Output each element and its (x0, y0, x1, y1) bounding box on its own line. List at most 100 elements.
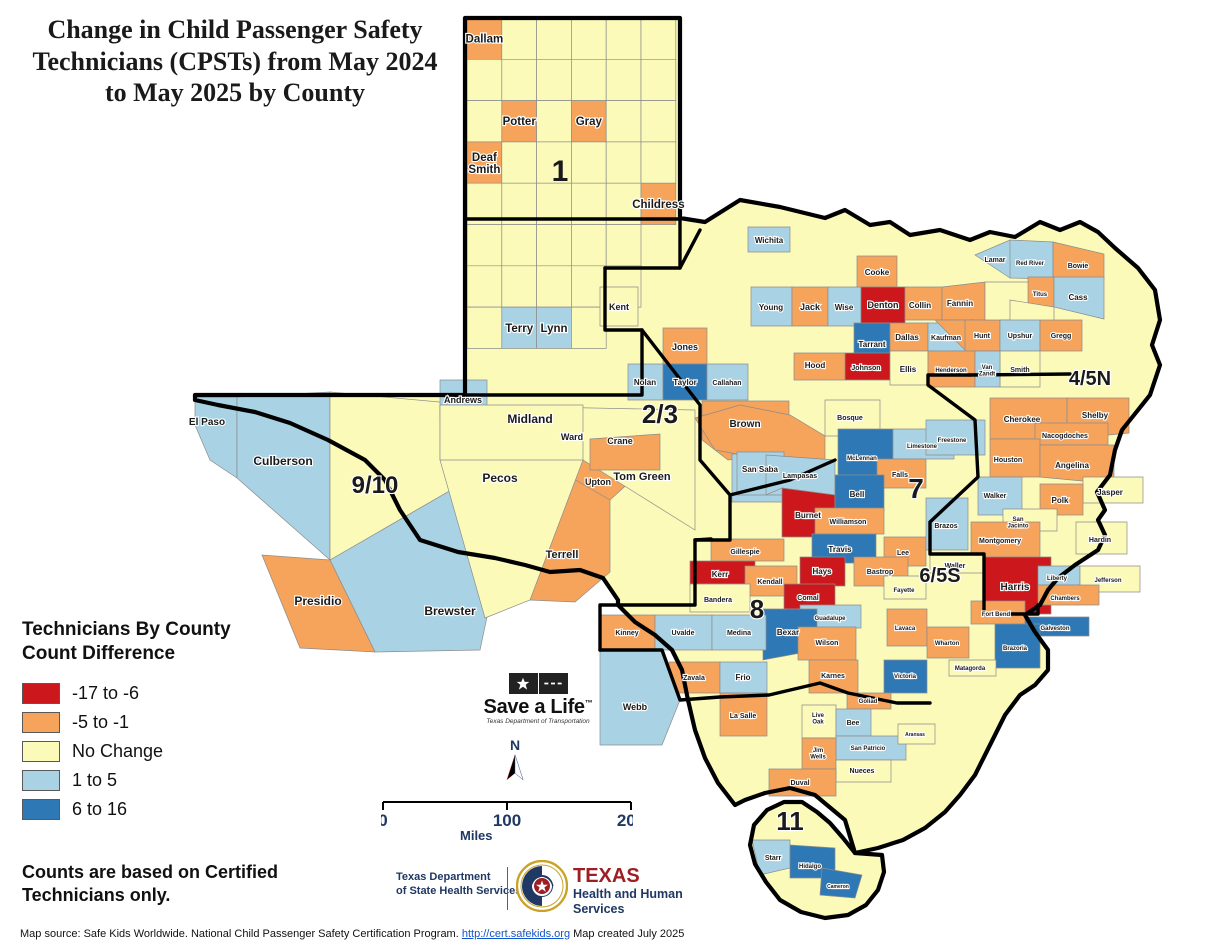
svg-text:Medina: Medina (727, 630, 751, 637)
svg-text:Wise: Wise (835, 303, 854, 312)
svg-text:Presidio: Presidio (294, 594, 341, 608)
svg-text:La Salle: La Salle (730, 713, 757, 720)
svg-text:Comal: Comal (797, 595, 818, 602)
svg-text:9/10: 9/10 (352, 472, 399, 499)
svg-text:Potter: Potter (503, 116, 537, 128)
svg-text:Cooke: Cooke (865, 268, 890, 277)
svg-text:Fort Bend: Fort Bend (982, 612, 1011, 618)
svg-text:Fayette: Fayette (893, 588, 915, 594)
svg-text:Victoria: Victoria (894, 674, 917, 680)
svg-text:Collin: Collin (909, 301, 931, 310)
svg-text:Liberty: Liberty (1047, 576, 1068, 582)
svg-text:Lamar: Lamar (984, 257, 1005, 264)
svg-text:Gregg: Gregg (1051, 333, 1072, 340)
svg-text:Brazos: Brazos (934, 523, 957, 530)
svg-text:Hood: Hood (805, 361, 826, 370)
svg-text:Bee: Bee (847, 720, 860, 727)
svg-text:Smith: Smith (1010, 367, 1029, 374)
svg-text:Nolan: Nolan (634, 378, 656, 387)
svg-text:Jack: Jack (800, 302, 821, 312)
svg-text:Terry: Terry (505, 323, 534, 335)
svg-text:Frio: Frio (735, 673, 750, 682)
svg-text:Ellis: Ellis (900, 365, 917, 374)
svg-text:Brown: Brown (729, 419, 760, 430)
svg-text:Chambers: Chambers (1050, 596, 1080, 602)
svg-text:Limestone: Limestone (907, 444, 938, 450)
svg-text:San Patricio: San Patricio (851, 746, 886, 752)
svg-text:Webb: Webb (623, 702, 648, 712)
svg-text:200: 200 (617, 811, 633, 830)
svg-text:Aransas: Aransas (905, 732, 925, 738)
svg-text:Bexar: Bexar (777, 628, 799, 637)
svg-text:Jasper: Jasper (1097, 488, 1123, 497)
svg-text:Pecos: Pecos (482, 471, 518, 485)
svg-text:Guadalupe: Guadalupe (814, 616, 846, 622)
svg-text:Lynn: Lynn (540, 323, 567, 335)
svg-text:Andrews: Andrews (444, 395, 482, 405)
svg-text:Kent: Kent (609, 302, 629, 312)
svg-text:Cherokee: Cherokee (1004, 415, 1041, 424)
svg-text:Lampasas: Lampasas (783, 473, 817, 480)
svg-text:Jefferson: Jefferson (1094, 578, 1121, 584)
svg-text:Starr: Starr (765, 855, 782, 862)
svg-text:Kaufman: Kaufman (931, 335, 961, 342)
svg-text:Wilson: Wilson (816, 640, 839, 647)
svg-text:Childress: Childress (632, 199, 684, 211)
svg-text:Hunt: Hunt (974, 333, 991, 340)
svg-text:Matagorda: Matagorda (955, 666, 986, 672)
svg-text:Hays: Hays (812, 567, 832, 576)
svg-text:8: 8 (750, 594, 764, 624)
svg-text:Brazoria: Brazoria (1003, 646, 1028, 652)
svg-text:Goliad: Goliad (859, 699, 878, 705)
svg-text:San Saba: San Saba (742, 465, 779, 474)
svg-text:McLennan: McLennan (847, 456, 877, 462)
svg-text:Cameron: Cameron (827, 884, 849, 890)
svg-text:Fannin: Fannin (947, 299, 973, 308)
svg-text:Denton: Denton (868, 300, 899, 310)
svg-text:Polk: Polk (1052, 496, 1069, 505)
svg-text:Tom Green: Tom Green (613, 471, 671, 483)
svg-text:Wichita: Wichita (755, 236, 784, 245)
svg-text:Upton: Upton (585, 477, 611, 487)
svg-text:11: 11 (776, 806, 804, 836)
svg-text:Wharton: Wharton (935, 641, 960, 647)
svg-text:Galveston: Galveston (1040, 626, 1069, 632)
svg-text:Brewster: Brewster (424, 604, 476, 618)
svg-text:Dallas: Dallas (895, 333, 919, 342)
svg-text:6/5S: 6/5S (919, 565, 960, 587)
svg-text:Shelby: Shelby (1082, 411, 1109, 420)
svg-text:Nacogdoches: Nacogdoches (1042, 433, 1088, 440)
svg-text:Culberson: Culberson (253, 454, 312, 468)
svg-text:Zavala: Zavala (683, 675, 705, 682)
svg-text:2/3: 2/3 (642, 399, 678, 429)
svg-text:Duval: Duval (790, 780, 809, 787)
svg-text:Callahan: Callahan (712, 380, 741, 387)
svg-text:Williamson: Williamson (830, 519, 867, 526)
svg-text:Lavaca: Lavaca (895, 626, 916, 632)
svg-text:Travis: Travis (828, 545, 852, 554)
svg-text:Young: Young (759, 303, 783, 312)
svg-text:Tarrant: Tarrant (859, 340, 886, 349)
svg-text:Hardin: Hardin (1089, 537, 1111, 544)
svg-text:Gillespie: Gillespie (730, 549, 759, 556)
svg-text:Terrell: Terrell (546, 549, 579, 561)
svg-text:Karnes: Karnes (821, 673, 845, 680)
svg-text:Titus: Titus (1033, 292, 1048, 298)
svg-text:Burnet: Burnet (795, 511, 821, 520)
svg-text:Upshur: Upshur (1008, 333, 1033, 340)
svg-text:Hidalgo: Hidalgo (799, 864, 821, 870)
svg-text:Johnson: Johnson (851, 365, 880, 372)
svg-text:7: 7 (908, 473, 924, 504)
svg-text:Kinney: Kinney (615, 630, 638, 637)
svg-text:Henderson: Henderson (935, 368, 967, 374)
svg-text:Walker: Walker (984, 493, 1007, 500)
svg-text:Bastrop: Bastrop (867, 569, 893, 576)
svg-text:Jones: Jones (672, 342, 698, 352)
svg-text:Kerr: Kerr (712, 570, 728, 579)
svg-text:Uvalde: Uvalde (672, 630, 695, 637)
svg-text:Cass: Cass (1068, 293, 1088, 302)
svg-text:1: 1 (552, 155, 569, 188)
svg-text:Nueces: Nueces (850, 768, 875, 775)
